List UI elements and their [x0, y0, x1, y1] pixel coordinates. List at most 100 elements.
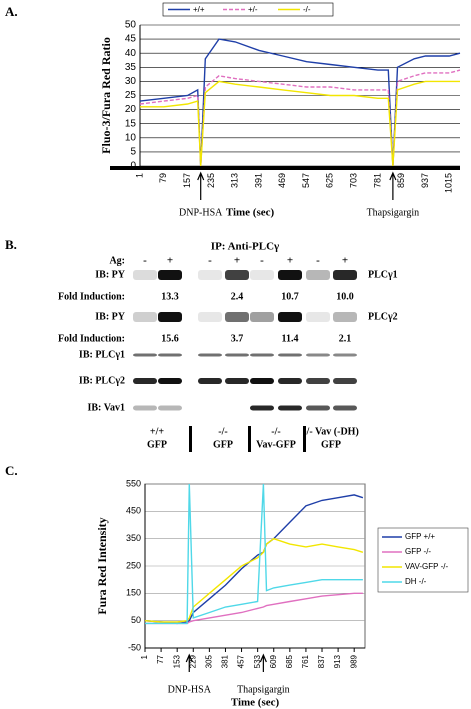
annotation-label: Thapsigargin: [237, 684, 290, 695]
series-line: [145, 592, 363, 625]
x-tick-label: 989: [349, 654, 358, 668]
x-tick-label: 313: [230, 173, 240, 188]
band: [158, 270, 182, 280]
lane-label: -: [316, 255, 320, 267]
x-axis-title: Time (sec): [226, 207, 275, 219]
y-tick-label: 30: [125, 76, 137, 87]
panel-label: C.: [5, 463, 18, 478]
ip-label: IP: Anti-PLCγ: [211, 241, 279, 253]
y-tick-label: 15: [125, 118, 137, 129]
band: [133, 353, 157, 357]
y-tick-label: 150: [126, 588, 141, 598]
x-tick-label: 761: [301, 654, 310, 668]
panel-label: B.: [5, 237, 17, 252]
group-label: -/-: [218, 426, 227, 437]
x-tick-label: 457: [237, 654, 246, 668]
band: [306, 378, 330, 384]
target-label: PLCγ1: [368, 269, 398, 280]
y-tick-label: 5: [130, 147, 136, 158]
band: [333, 353, 357, 357]
row-label: IB: Vav1: [87, 402, 125, 413]
band: [225, 378, 249, 384]
x-tick-label: 153: [172, 654, 181, 668]
x-tick-label: 913: [333, 654, 342, 668]
annotation-label: DNP-HSA: [168, 684, 212, 695]
y-tick-label: 40: [125, 48, 137, 59]
y-tick-label: 550: [126, 478, 141, 488]
series-line: [145, 483, 363, 625]
band: [225, 312, 249, 322]
group-label: -/-: [271, 426, 280, 437]
y-axis-title: Fura Red Intensity: [95, 517, 109, 614]
y-tick-label: 35: [125, 62, 137, 73]
band: [250, 378, 274, 384]
band: [133, 312, 157, 322]
band: [158, 378, 182, 384]
fold-value: 10.7: [281, 291, 299, 302]
legend-label: -/-: [303, 5, 311, 14]
fold-label: Fold Induction:: [58, 333, 125, 344]
annotation-arrow: [389, 171, 397, 200]
band: [198, 312, 222, 322]
y-tick-label: 25: [125, 90, 137, 101]
lane-label: -: [143, 255, 147, 267]
x-tick-label: 305: [204, 654, 213, 668]
band: [198, 270, 222, 280]
annotation-label: DNP-HSA: [179, 207, 223, 218]
x-tick-label: 937: [420, 173, 430, 188]
group-label: GFP: [213, 439, 233, 450]
lane-label: +: [167, 255, 173, 267]
group-label: -/- Vav (-DH): [303, 426, 359, 437]
annotation-arrow: [185, 653, 193, 672]
y-tick-label: 450: [126, 506, 141, 516]
x-axis-title: Time (sec): [231, 697, 280, 709]
x-tick-label: 381: [221, 654, 230, 668]
legend-label: +/-: [248, 5, 258, 14]
band: [278, 405, 302, 411]
group-divider: [303, 426, 306, 452]
y-tick-label: 20: [125, 104, 137, 115]
group-divider: [189, 426, 192, 452]
lane-label: +: [234, 255, 240, 267]
group-divider: [248, 426, 251, 452]
x-tick-label: 235: [206, 173, 216, 188]
band: [225, 270, 249, 280]
band: [250, 405, 274, 411]
band: [225, 353, 249, 357]
lane-label: +: [342, 255, 348, 267]
band: [278, 353, 302, 357]
x-tick-label: 837: [317, 654, 326, 668]
y-tick-label: 50: [131, 615, 141, 625]
band: [278, 270, 302, 280]
band: [250, 312, 274, 322]
legend-label: GFP +/+: [405, 532, 435, 541]
group-label: GFP: [147, 439, 167, 450]
legend-label: GFP -/-: [405, 547, 431, 556]
band: [158, 405, 182, 411]
fold-value: 2.1: [339, 333, 352, 344]
x-tick-label: 157: [182, 173, 192, 188]
x-tick-label: 781: [372, 173, 382, 188]
x-tick-label: 547: [301, 173, 311, 188]
panel-label: A.: [5, 4, 18, 19]
band: [333, 405, 357, 411]
x-tick-label: 229: [188, 654, 197, 668]
band: [133, 405, 157, 411]
y-tick-label: 250: [126, 560, 141, 570]
fold-label: Fold Induction:: [58, 291, 125, 302]
x-tick-label: 703: [349, 173, 359, 188]
band: [278, 312, 302, 322]
ag-label: Ag:: [109, 255, 125, 266]
fold-value: 13.3: [161, 291, 179, 302]
x-tick-label: 79: [158, 173, 168, 183]
x-tick-label: 685: [285, 654, 294, 668]
y-axis-title: Fluo-3/Fura Red Ratio: [99, 37, 113, 154]
band: [306, 312, 330, 322]
row-label: IB: PY: [95, 269, 126, 280]
legend-label: DH -/-: [405, 577, 427, 586]
series-line: [139, 38, 461, 167]
group-label: Vav-GFP: [256, 439, 296, 450]
group-label: GFP: [321, 439, 341, 450]
band: [306, 353, 330, 357]
